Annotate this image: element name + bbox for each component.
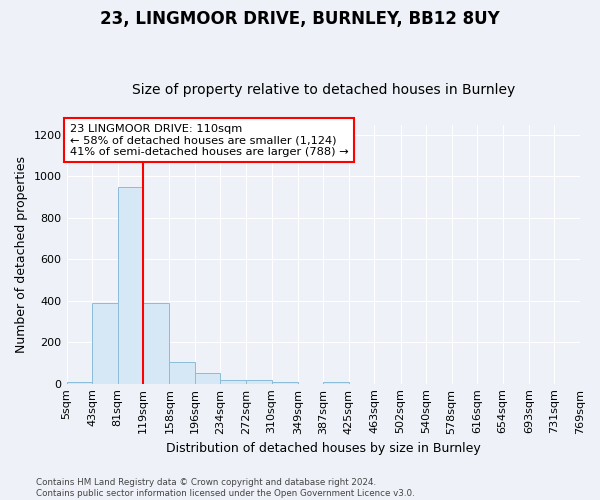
Bar <box>118 186 143 384</box>
Bar <box>169 362 195 384</box>
Title: Size of property relative to detached houses in Burnley: Size of property relative to detached ho… <box>131 83 515 97</box>
Bar <box>272 382 298 384</box>
Bar <box>92 303 118 384</box>
Bar <box>246 380 272 384</box>
Text: Contains HM Land Registry data © Crown copyright and database right 2024.
Contai: Contains HM Land Registry data © Crown c… <box>36 478 415 498</box>
Y-axis label: Number of detached properties: Number of detached properties <box>15 156 28 352</box>
X-axis label: Distribution of detached houses by size in Burnley: Distribution of detached houses by size … <box>166 442 481 455</box>
Bar <box>143 303 169 384</box>
Bar <box>195 374 220 384</box>
Text: 23, LINGMOOR DRIVE, BURNLEY, BB12 8UY: 23, LINGMOOR DRIVE, BURNLEY, BB12 8UY <box>100 10 500 28</box>
Bar <box>220 380 246 384</box>
Bar <box>67 382 92 384</box>
Text: 23 LINGMOOR DRIVE: 110sqm
← 58% of detached houses are smaller (1,124)
41% of se: 23 LINGMOOR DRIVE: 110sqm ← 58% of detac… <box>70 124 349 156</box>
Bar <box>323 382 349 384</box>
